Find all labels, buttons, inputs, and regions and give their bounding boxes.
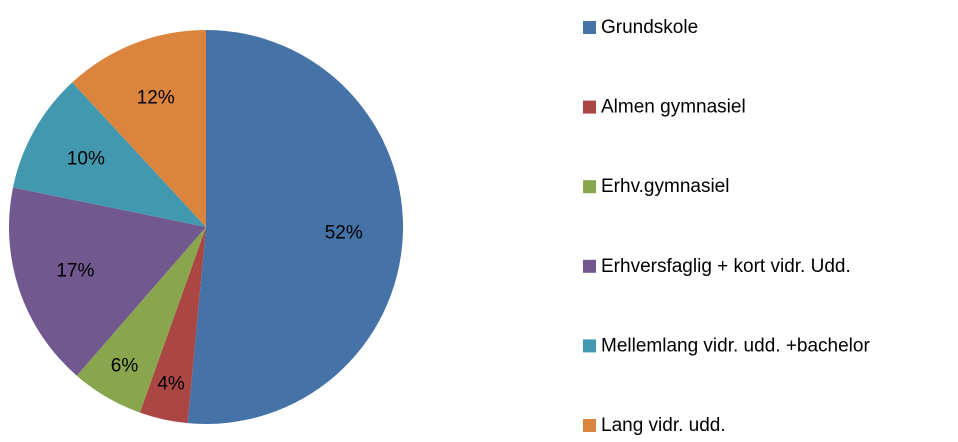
- pie-slice: [8, 187, 207, 376]
- pie-slice: [13, 82, 207, 227]
- data-label: 10%: [67, 148, 105, 169]
- legend-swatch: [583, 419, 596, 432]
- legend-swatch: [583, 180, 596, 194]
- data-label: 12%: [137, 88, 175, 109]
- legend-label: Mellemlang vidr. udd. +bachelor: [601, 335, 870, 356]
- legend-swatch: [583, 259, 596, 273]
- data-label: 6%: [111, 355, 139, 376]
- legend-swatch: [583, 339, 596, 353]
- legend-label: Almen gymnasiel: [601, 97, 746, 118]
- legend-swatch: [583, 100, 596, 114]
- pie-slice: [187, 30, 404, 424]
- pie-slice: [72, 30, 206, 227]
- data-label: 17%: [56, 260, 94, 281]
- legend-label: Erhv.gymnasiel: [601, 176, 729, 197]
- data-label: 4%: [157, 374, 185, 395]
- legend-swatch: [583, 21, 596, 34]
- legend-label: Grundskole: [601, 17, 698, 38]
- pie-slice: [139, 227, 206, 424]
- pie-slice: [76, 227, 206, 413]
- data-label: 52%: [325, 222, 363, 243]
- legend-label: Erhversfaglig + kort vidr. Udd.: [601, 256, 851, 277]
- legend-label: Lang vidr. udd.: [601, 415, 726, 436]
